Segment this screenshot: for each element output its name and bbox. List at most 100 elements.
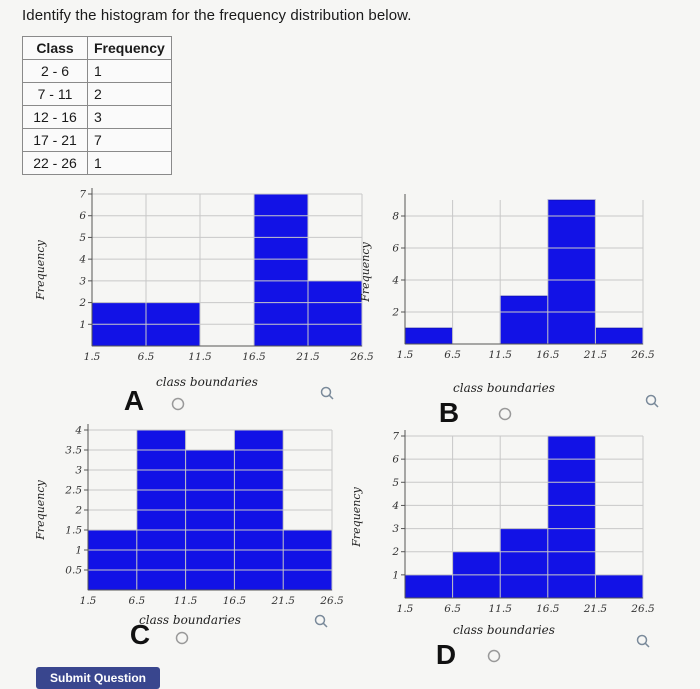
y-tick-label: 1.5 — [65, 525, 82, 537]
y-tick-label: 3 — [392, 523, 399, 535]
table-header-row: Class Frequency — [22, 36, 172, 60]
x-tick-label: 1.5 — [84, 351, 101, 363]
histogram-bar — [87, 529, 138, 591]
y-tick-label: 5 — [79, 232, 86, 244]
frequency-cell: 1 — [87, 151, 172, 175]
x-tick-label: 6.5 — [444, 603, 461, 615]
x-tick-label: 11.5 — [188, 351, 212, 363]
x-tick-label: 11.5 — [174, 595, 198, 607]
y-axis-label: Frequency — [350, 486, 363, 547]
y-axis-label: Frequency — [359, 241, 372, 302]
x-tick-label: 16.5 — [536, 603, 560, 615]
x-axis-label: class boundaries — [453, 381, 555, 395]
y-tick-label: 7 — [392, 431, 399, 443]
option-letter: C — [130, 619, 150, 650]
y-tick-label: 4 — [78, 254, 86, 266]
x-tick-label: 6.5 — [138, 351, 155, 363]
x-tick-label: 26.5 — [349, 351, 374, 363]
class-cell: 12 - 16 — [22, 105, 88, 129]
histogram-bar — [547, 435, 596, 599]
y-tick-label: 8 — [392, 211, 399, 223]
y-tick-label: 3.5 — [65, 445, 82, 457]
histogram-svg: 1 2 3 4 5 6 7 1.5 6.5 11.5 16.5 21.5 26.5 Frequency cl… — [34, 188, 374, 416]
x-tick-label: 26.5 — [630, 349, 655, 361]
x-tick-label: 11.5 — [489, 603, 513, 615]
histogram-option-d: 1 2 3 4 5 6 7 1.5 6.5 11.5 16.5 21.5 26.5 Frequency cl… — [350, 428, 670, 678]
histogram-svg: 0.511.522.533.541.5 6.5 11.5 16.5 21.5 26.5Fr… — [34, 424, 344, 650]
y-tick-label: 5 — [392, 477, 399, 489]
question-text: Identify the histogram for the frequency… — [22, 7, 412, 24]
class-cell: 7 - 11 — [22, 82, 88, 106]
histogram-svg: 1 2 3 4 5 6 7 1.5 6.5 11.5 16.5 21.5 26.5 Frequency cl… — [350, 430, 655, 670]
frequency-cell: 7 — [87, 128, 172, 152]
y-tick-label: 6 — [79, 210, 86, 222]
y-tick-label: 2 — [78, 297, 86, 309]
table-row: 12 - 16 3 — [22, 105, 172, 129]
y-tick-label: 4 — [391, 500, 399, 512]
submit-question-button[interactable]: Submit Question — [36, 667, 160, 689]
y-tick-label: 7 — [79, 189, 86, 201]
histogram-bar — [307, 280, 363, 347]
y-axis-label: Frequency — [34, 239, 47, 300]
y-tick-label: 2 — [74, 505, 82, 517]
y-tick-label: 6 — [392, 454, 399, 466]
x-tick-label: 26.5 — [319, 595, 344, 607]
histogram-bar — [547, 199, 596, 345]
zoom-icon[interactable] — [320, 386, 334, 400]
histogram-bar — [404, 574, 453, 599]
x-tick-label: 6.5 — [128, 595, 145, 607]
x-tick-label: 11.5 — [489, 349, 513, 361]
x-tick-label: 1.5 — [397, 603, 414, 615]
y-tick-label: 0.5 — [65, 565, 82, 577]
frequency-cell: 1 — [87, 59, 172, 83]
option-letter: A — [124, 385, 144, 416]
option-radio-button[interactable] — [175, 631, 189, 645]
x-tick-label: 21.5 — [295, 351, 320, 363]
option-letter: D — [436, 639, 456, 670]
x-tick-label: 1.5 — [397, 349, 414, 361]
y-tick-label: 2.5 — [64, 485, 82, 497]
histogram-bar — [404, 327, 453, 345]
zoom-icon[interactable] — [645, 394, 659, 408]
class-cell: 17 - 21 — [22, 128, 88, 152]
histogram-bar — [595, 574, 644, 599]
class-cell: 22 - 26 — [22, 151, 88, 175]
y-tick-label: 1 — [392, 569, 399, 581]
x-tick-label: 16.5 — [223, 595, 247, 607]
x-tick-label: 16.5 — [242, 351, 266, 363]
x-axis-label: class boundaries — [453, 623, 555, 637]
y-tick-label: 2 — [391, 307, 399, 319]
option-radio-button[interactable] — [498, 407, 512, 421]
frequency-cell: 3 — [87, 105, 172, 129]
histogram-option-a: 1 2 3 4 5 6 7 1.5 6.5 11.5 16.5 21.5 26.5 Frequency cl… — [30, 186, 374, 436]
x-axis-label: class boundaries — [139, 613, 241, 627]
histogram-svg: 2 4 6 8 1.5 6.5 11.5 16.5 21.5 26.5 Frequency class… — [359, 194, 659, 428]
table-row: 22 - 26 1 — [22, 151, 172, 175]
x-tick-label: 6.5 — [444, 349, 461, 361]
histogram-option-c: 0.5 1 1.5 2 2.5 3 3.5 4 1.5 6.5 11.5 16.5 21.5 26.5 Fr… — [30, 422, 350, 672]
x-tick-label: 1.5 — [80, 595, 97, 607]
histogram-bar — [185, 449, 235, 591]
x-tick-label: 21.5 — [583, 603, 608, 615]
y-tick-label: 3 — [75, 465, 82, 477]
histogram-bar — [595, 327, 644, 345]
table-row: 17 - 21 7 — [22, 128, 172, 152]
column-header-class: Class — [22, 36, 88, 60]
x-axis-label: class boundaries — [156, 375, 258, 389]
x-tick-label: 21.5 — [271, 595, 296, 607]
y-tick-label: 2 — [391, 546, 399, 558]
table-row: 2 - 6 1 — [22, 59, 172, 83]
histogram-option-b: 2 4 6 8 1.5 6.5 11.5 16.5 21.5 26.5 Frequency class… — [355, 192, 675, 442]
option-radio-button[interactable] — [171, 397, 185, 411]
y-tick-label: 4 — [74, 425, 82, 437]
y-tick-label: 6 — [392, 243, 399, 255]
table-row: 7 - 11 2 — [22, 82, 172, 106]
y-tick-label: 1 — [75, 545, 82, 557]
x-tick-label: 26.5 — [630, 603, 655, 615]
zoom-icon[interactable] — [636, 634, 650, 648]
zoom-icon[interactable] — [314, 614, 328, 628]
option-radio-button[interactable] — [487, 649, 501, 663]
y-tick-label: 4 — [391, 275, 399, 287]
y-tick-label: 1 — [79, 319, 86, 331]
y-tick-label: 3 — [79, 275, 86, 287]
